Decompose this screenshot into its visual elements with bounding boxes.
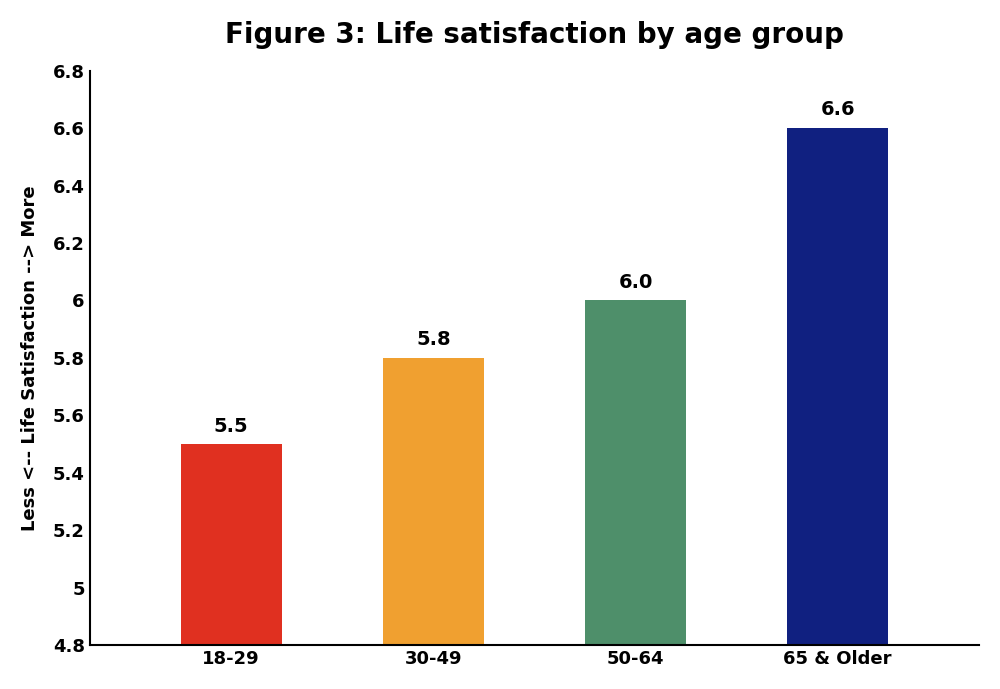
Bar <box>383 358 484 646</box>
Text: 5.5: 5.5 <box>214 417 248 435</box>
Bar <box>787 128 888 646</box>
Text: 5.8: 5.8 <box>416 330 451 349</box>
Text: 6.0: 6.0 <box>618 273 653 292</box>
Title: Figure 3: Life satisfaction by age group: Figure 3: Life satisfaction by age group <box>225 21 844 49</box>
Bar <box>585 300 686 646</box>
Y-axis label: Less <-- Life Satisfaction --> More: Less <-- Life Satisfaction --> More <box>21 185 39 531</box>
Text: 6.6: 6.6 <box>820 101 855 119</box>
Bar <box>181 444 282 646</box>
